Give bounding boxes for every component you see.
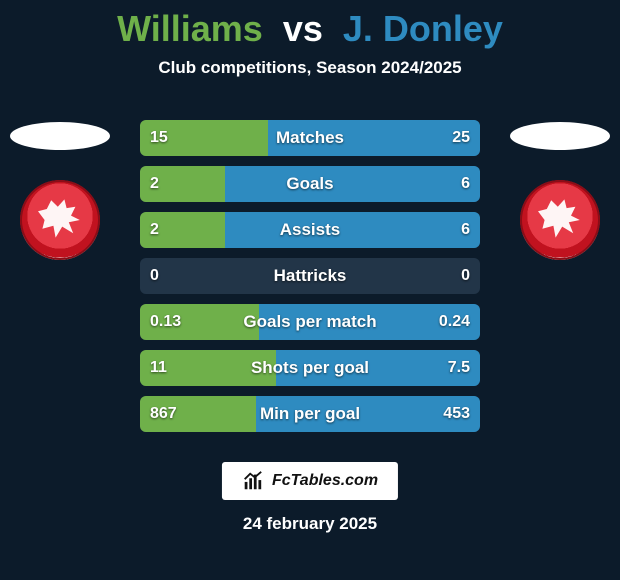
stat-bar-left — [140, 350, 276, 386]
stat-bar-right — [276, 350, 480, 386]
stat-bar-bg — [140, 258, 480, 294]
player1-name: Williams — [117, 8, 263, 50]
stats-chart: Matches1525 Goals26 Assists26 Hattricks00 Go… — [140, 120, 480, 442]
stat-bar-left — [140, 166, 225, 202]
stat-row: Goals26 — [140, 166, 480, 202]
vs-label: vs — [283, 8, 323, 50]
stat-row: Hattricks00 — [140, 258, 480, 294]
footer-date: 24 february 2025 — [0, 514, 620, 534]
stat-bar-right — [259, 304, 480, 340]
player2-name: J. Donley — [343, 8, 503, 50]
stat-bar-right — [225, 166, 480, 202]
stat-bar-right — [225, 212, 480, 248]
subtitle: Club competitions, Season 2024/2025 — [0, 58, 620, 78]
stat-row: Shots per goal117.5 — [140, 350, 480, 386]
stat-bar-right — [256, 396, 480, 432]
stat-bar-left — [140, 120, 268, 156]
player1-club-crest — [20, 180, 100, 260]
stat-row: Matches1525 — [140, 120, 480, 156]
stat-row: Assists26 — [140, 212, 480, 248]
chart-icon — [242, 470, 264, 492]
player2-club-crest — [520, 180, 600, 260]
stat-bar-left — [140, 304, 259, 340]
site-logo-text: FcTables.com — [272, 472, 378, 490]
stat-bar-right — [268, 120, 481, 156]
stat-row: Goals per match0.130.24 — [140, 304, 480, 340]
stat-bar-left — [140, 212, 225, 248]
comparison-title: Williams vs J. Donley — [0, 0, 620, 50]
stat-bar-left — [140, 396, 256, 432]
player2-avatar-placeholder — [510, 122, 610, 150]
site-logo: FcTables.com — [222, 462, 398, 500]
player1-avatar-placeholder — [10, 122, 110, 150]
stat-row: Min per goal867453 — [140, 396, 480, 432]
